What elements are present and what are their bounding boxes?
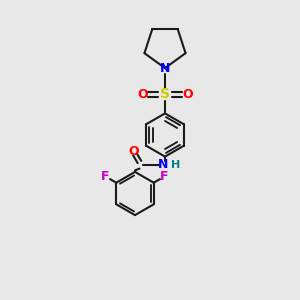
Text: O: O (182, 88, 193, 101)
Text: O: O (128, 145, 139, 158)
Text: H: H (171, 160, 180, 170)
Text: N: N (160, 61, 170, 75)
Text: F: F (160, 170, 169, 183)
Text: N: N (158, 158, 169, 172)
Text: O: O (137, 88, 148, 101)
Text: S: S (160, 88, 170, 101)
Text: F: F (101, 170, 110, 183)
